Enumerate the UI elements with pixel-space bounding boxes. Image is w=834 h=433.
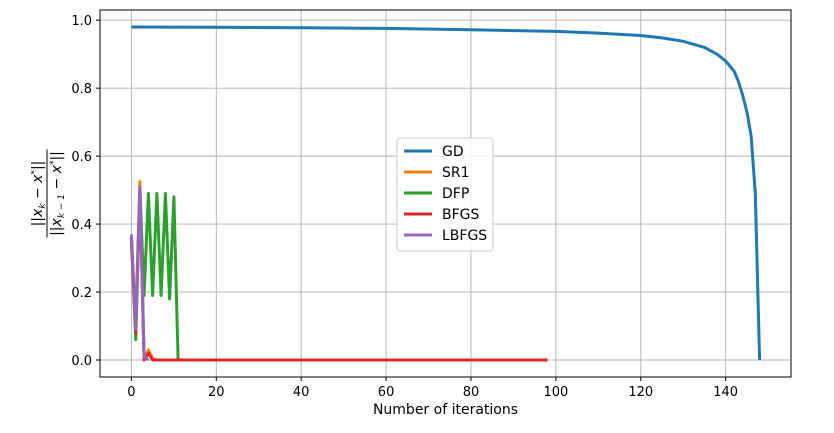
legend-label-sr1: SR1 (442, 165, 470, 181)
legend-label-lbfgs: LBFGS (442, 228, 487, 244)
grid (100, 10, 791, 377)
plot-area-frame (99, 9, 792, 378)
y-axis-label: ||xk − x*|| ||xk − 1 − x*|| (30, 149, 67, 238)
x-tick-label: 80 (463, 385, 480, 400)
y-tick-label: 1.0 (71, 14, 92, 29)
x-tick-label: 100 (543, 385, 568, 400)
y-tick-label: 0.6 (71, 150, 92, 165)
x-tick-label: 20 (208, 385, 225, 400)
y-tick-label: 0.2 (71, 286, 92, 301)
legend-label-gd: GD (442, 144, 464, 160)
series-line-gd (131, 25, 762, 361)
x-tick-label: 140 (713, 385, 738, 400)
axis-ticks: 0 20 40 60 80 100 120 140 0.0 0.2 0.4 0.6 0.8 1.0 (71, 14, 738, 400)
series-lines (129, 25, 762, 362)
series-line-lbfgs (129, 185, 150, 362)
y-tick-label: 0.8 (71, 82, 92, 97)
x-tick-label: 60 (378, 385, 395, 400)
x-tick-label: 120 (628, 385, 653, 400)
x-tick-label: 0 (127, 385, 135, 400)
y-axis-label-numerator: ||xk − x*|| (30, 161, 48, 227)
legend-label-bfgs: BFGS (442, 207, 480, 223)
y-axis-label-denominator: ||xk − 1 − x*|| (49, 151, 67, 236)
legend-box (396, 137, 494, 252)
y-tick-label: 0.4 (71, 218, 92, 233)
x-tick-label: 40 (293, 385, 310, 400)
y-tick-label: 0.0 (71, 354, 92, 369)
legend-label-dfp: DFP (442, 186, 469, 202)
x-axis-label: Number of iterations (373, 402, 518, 418)
legend: GD SR1 DFP BFGS LBFGS (396, 137, 494, 252)
